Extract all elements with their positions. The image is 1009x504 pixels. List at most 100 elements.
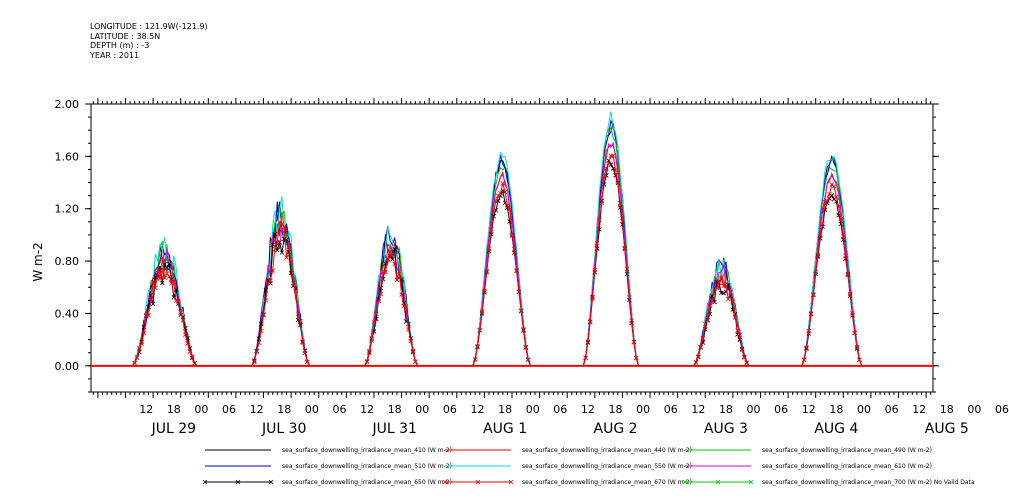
series-marker [270,242,276,248]
x-tick-label: 18 [498,403,512,416]
series-marker [413,359,418,364]
x-day-label: JUL 31 [371,421,416,437]
series-marker [150,301,156,307]
x-tick-label: 12 [470,403,484,416]
x-tick-label: 06 [885,403,899,416]
series-marker [263,298,269,303]
series-marker [838,216,844,222]
series-marker [698,344,703,350]
series-marker [406,327,411,332]
y-axis-label: W m-2 [31,242,45,281]
series-marker [491,214,496,219]
series-marker [857,357,862,362]
series-marker [525,357,531,362]
series-marker [604,166,609,171]
y-tick-label: 1.60 [55,150,80,163]
series-marker [725,282,731,288]
series-marker [827,191,832,197]
series-marker [472,357,478,362]
series-marker [300,340,305,345]
series-marker [583,355,588,361]
series-marker [394,277,400,283]
series-marker [187,349,193,354]
x-tick-label: 06 [222,403,236,416]
series-marker [180,317,186,323]
series-marker [486,246,492,251]
series-marker [836,204,841,209]
series-marker [178,310,184,315]
series-marker [702,321,708,327]
series-marker [739,347,745,353]
series-marker [275,247,280,253]
series-marker [615,179,621,184]
legend-label: sea_surface_downwelling_irradiance_mean_… [762,447,932,454]
series-marker [408,338,414,344]
x-tick-label: 00 [526,403,540,416]
x-tick-label: 06 [553,403,567,416]
series-marker [176,299,181,304]
series-marker [369,338,374,343]
series-marker [817,231,823,237]
series-marker [730,299,736,305]
x-tick-label: 18 [609,403,623,416]
series-marker [624,266,630,272]
series-marker [475,343,480,349]
series-marker [521,327,526,332]
series-marker [714,285,720,291]
series-marker [160,255,165,261]
legend-label: sea_surface_downwelling_irradiance_mean_… [282,463,452,470]
series-marker [732,315,738,320]
series-marker [631,339,637,345]
series-marker [406,321,411,327]
series-marker [622,246,628,252]
series-marker [834,194,839,200]
series-marker [493,198,499,203]
series-marker [627,295,632,300]
x-day-label: AUG 5 [925,421,969,437]
series-marker [693,360,699,365]
series-marker [272,231,278,237]
series-marker [162,275,167,281]
series-marker [735,328,740,333]
x-tick-label: 00 [747,403,761,416]
series-marker [268,278,273,283]
series-marker [491,208,496,214]
series-marker [601,175,607,181]
series-marker [392,246,397,252]
series-marker [275,239,280,245]
series-marker [601,182,607,187]
series-marker [164,265,170,271]
series-marker [378,291,384,297]
series-marker [716,280,722,286]
series-marker [592,267,598,273]
series-marker [153,285,158,291]
series-marker [482,288,487,294]
series-marker [507,207,512,212]
series-marker [378,285,384,291]
series-marker [291,281,296,286]
depth-label: DEPTH (m) : -3 [90,41,150,50]
series-marker [840,234,846,239]
x-tick-label: 00 [636,403,650,416]
series-line [91,141,933,367]
legend-label: sea_surface_downwelling_irradiance_mean_… [522,447,692,454]
series-marker [252,359,257,365]
x-tick-label: 18 [940,403,954,416]
series-marker [804,345,809,350]
series-marker [371,319,377,325]
x-tick-label: 12 [139,403,153,416]
series-marker [288,260,294,265]
series-marker [489,227,494,232]
series-marker [139,341,144,346]
series-marker [843,253,848,259]
series-marker [585,339,591,345]
series-marker [302,350,308,356]
x-tick-label: 06 [443,403,457,416]
series-marker [403,304,409,309]
series-marker [829,182,835,187]
x-tick-label: 00 [194,403,208,416]
legend-label: sea_surface_downwelling_irradiance_mean_… [282,479,452,486]
y-tick-label: 2.00 [55,98,80,111]
series-marker [166,261,172,267]
